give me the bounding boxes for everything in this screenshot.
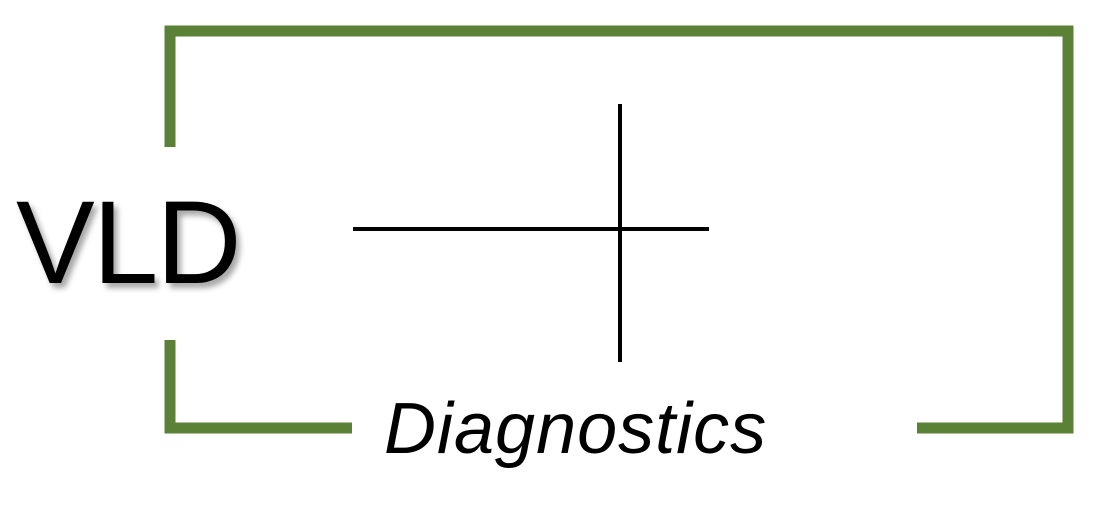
- frame-top-bracket: [164, 25, 1074, 434]
- crosshair-icon: [353, 104, 709, 362]
- brand-name: VLD: [16, 177, 242, 309]
- brand-subtitle: Diagnostics: [384, 389, 768, 469]
- frame-bottom-bracket: [164, 340, 352, 434]
